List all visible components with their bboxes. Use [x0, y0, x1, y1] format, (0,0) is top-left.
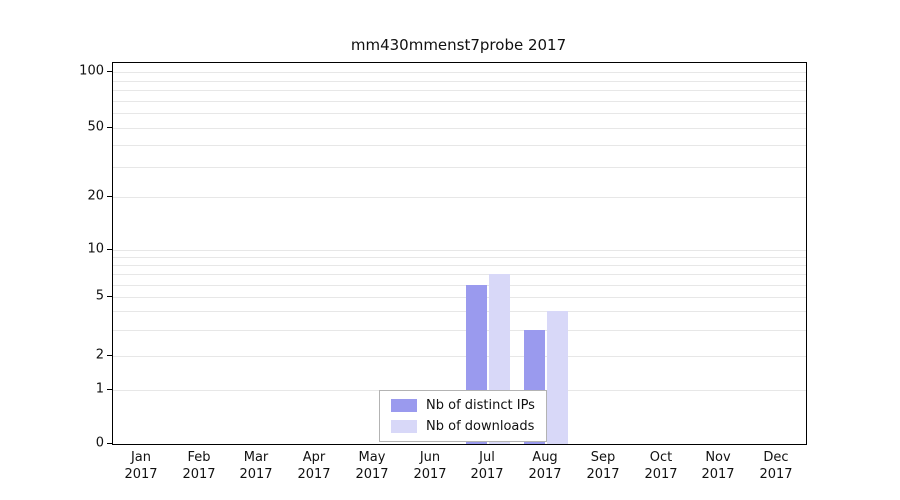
y-tick-label: 10: [87, 241, 104, 257]
gridline: [113, 274, 806, 275]
gridline: [113, 356, 806, 357]
gridline: [113, 101, 806, 102]
gridline: [113, 285, 806, 286]
gridline: [113, 81, 806, 82]
y-tick-label: 20: [87, 188, 104, 204]
gridline: [113, 311, 806, 312]
legend: Nb of distinct IPs Nb of downloads: [379, 390, 547, 442]
plot-area: Nb of distinct IPs Nb of downloads: [112, 62, 807, 445]
legend-label: Nb of downloads: [426, 419, 535, 434]
x-tick-label: Dec 2017: [759, 450, 793, 482]
y-tick-mark: [107, 196, 112, 197]
gridline: [113, 128, 806, 129]
x-axis: Jan 2017 Feb 2017 Mar 2017 Apr 2017 May 2017 Jun 20…: [112, 450, 805, 494]
y-tick-mark: [107, 389, 112, 390]
legend-swatch: [391, 399, 417, 412]
gridline: [113, 72, 806, 73]
x-tick-label: Nov 2017: [701, 450, 735, 482]
gridline: [113, 145, 806, 146]
y-tick-mark: [107, 355, 112, 356]
x-tick-label: Jun 2017: [413, 450, 447, 482]
y-tick-label: 5: [95, 288, 104, 304]
x-tick-label: Aug 2017: [528, 450, 562, 482]
y-tick-label: 50: [87, 119, 104, 135]
bar-aug-series1: [547, 311, 568, 444]
gridline: [113, 113, 806, 114]
y-tick-label: 0: [95, 435, 104, 451]
y-tick-mark: [107, 71, 112, 72]
x-tick-label: Oct 2017: [644, 450, 678, 482]
gridline: [113, 197, 806, 198]
gridline: [113, 257, 806, 258]
gridline: [113, 90, 806, 91]
y-tick-mark: [107, 443, 112, 444]
gridline: [113, 167, 806, 168]
y-tick-label: 1: [95, 381, 104, 397]
legend-label: Nb of distinct IPs: [426, 398, 535, 413]
x-tick-label: Jul 2017: [470, 450, 504, 482]
x-tick-label: Jan 2017: [124, 450, 158, 482]
legend-entry: Nb of distinct IPs: [391, 398, 535, 413]
y-tick-label: 100: [79, 63, 104, 79]
gridline: [113, 297, 806, 298]
legend-swatch: [391, 420, 417, 433]
gridline: [113, 330, 806, 331]
legend-entry: Nb of downloads: [391, 419, 535, 434]
x-tick-label: Feb 2017: [182, 450, 216, 482]
gridline: [113, 265, 806, 266]
y-tick-mark: [107, 249, 112, 250]
chart-title: mm430mmenst7probe 2017: [350, 36, 567, 54]
gridline: [113, 250, 806, 251]
x-tick-label: Mar 2017: [239, 450, 273, 482]
y-tick-label: 2: [95, 347, 104, 363]
x-tick-label: Apr 2017: [297, 450, 331, 482]
x-tick-label: May 2017: [355, 450, 389, 482]
y-tick-mark: [107, 127, 112, 128]
y-tick-mark: [107, 296, 112, 297]
x-tick-label: Sep 2017: [586, 450, 620, 482]
y-axis: 0 1 2 5 10 20 50 100: [0, 62, 104, 451]
